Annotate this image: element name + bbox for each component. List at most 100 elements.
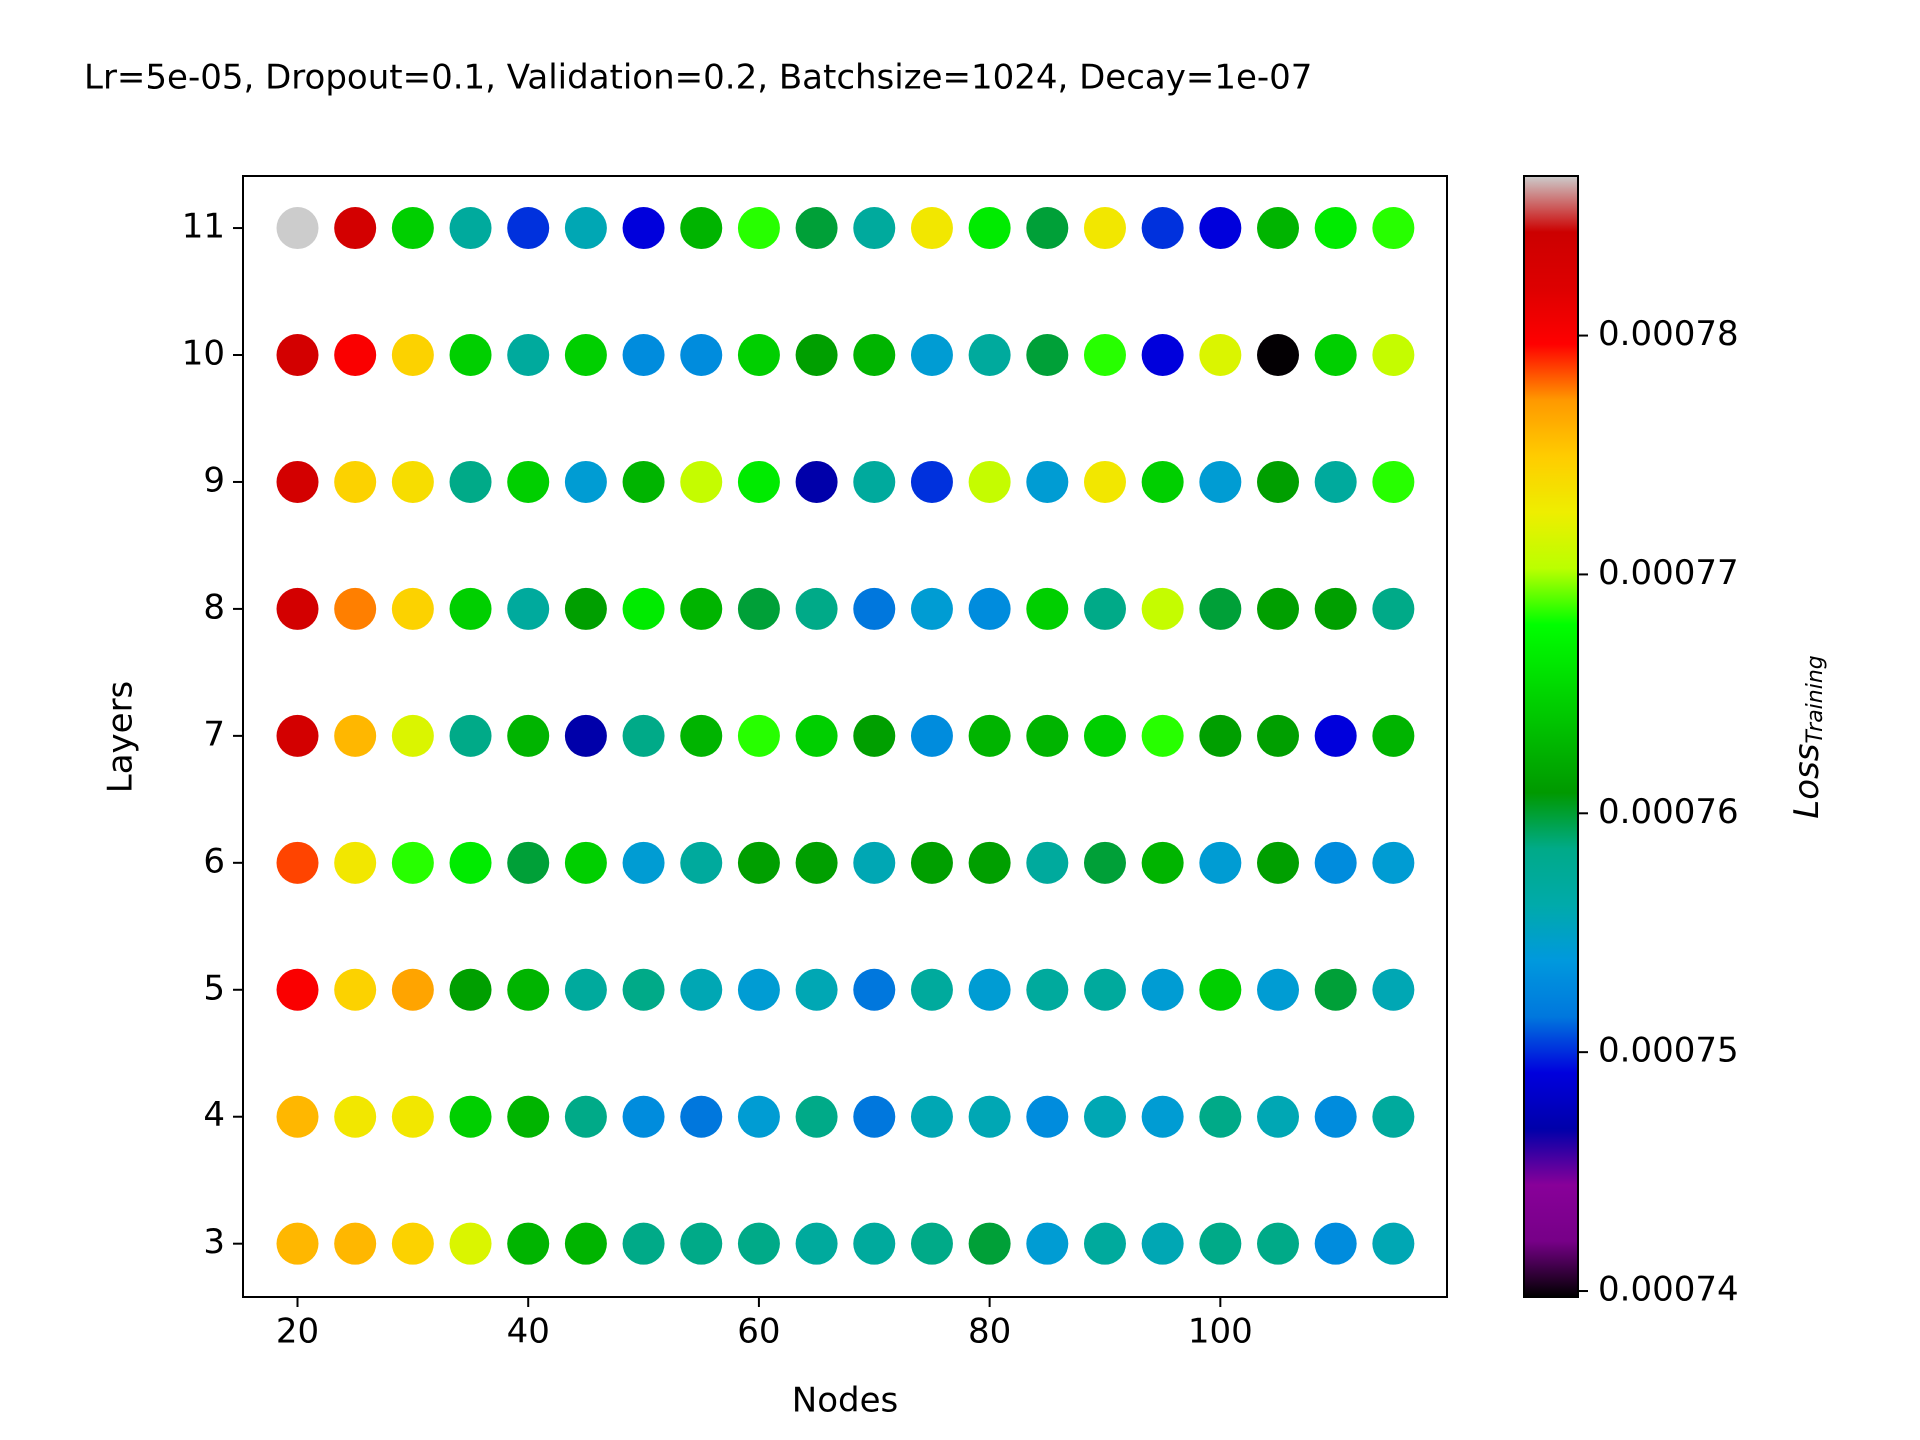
point — [449, 714, 492, 757]
y-tick-label: 3 — [203, 1222, 225, 1262]
y-tick-label: 5 — [203, 968, 225, 1008]
point — [795, 207, 838, 250]
point — [737, 714, 780, 757]
point — [853, 714, 896, 757]
point — [449, 1222, 492, 1265]
point — [1026, 587, 1069, 630]
point — [795, 587, 838, 630]
point — [276, 460, 319, 503]
point — [1257, 968, 1300, 1011]
point — [1141, 1095, 1184, 1138]
point — [334, 841, 377, 884]
point — [1372, 207, 1415, 250]
point — [1199, 841, 1242, 884]
colorbar-tick-label: 0.00074 — [1598, 1270, 1739, 1310]
point — [1314, 334, 1357, 377]
point — [1372, 460, 1415, 503]
point — [449, 460, 492, 503]
point — [507, 714, 550, 757]
point — [1026, 714, 1069, 757]
point — [1083, 334, 1126, 377]
point — [1026, 968, 1069, 1011]
point — [853, 460, 896, 503]
point — [968, 841, 1011, 884]
point — [1372, 1095, 1415, 1138]
point — [564, 587, 607, 630]
point — [564, 1222, 607, 1265]
point — [1257, 587, 1300, 630]
point — [968, 334, 1011, 377]
point — [334, 1222, 377, 1265]
point — [853, 1222, 896, 1265]
point — [391, 207, 434, 250]
point — [1314, 460, 1357, 503]
point — [449, 841, 492, 884]
point — [1199, 207, 1242, 250]
point — [795, 1095, 838, 1138]
point — [449, 587, 492, 630]
point — [853, 968, 896, 1011]
point — [564, 460, 607, 503]
point — [1141, 460, 1184, 503]
point — [622, 587, 665, 630]
point — [507, 460, 550, 503]
point — [334, 1095, 377, 1138]
point — [1257, 207, 1300, 250]
point — [1141, 207, 1184, 250]
point — [622, 841, 665, 884]
point — [276, 841, 319, 884]
point — [1257, 460, 1300, 503]
point — [507, 334, 550, 377]
point — [507, 587, 550, 630]
point — [795, 460, 838, 503]
point — [622, 460, 665, 503]
point — [910, 334, 953, 377]
point — [795, 968, 838, 1011]
point — [737, 1095, 780, 1138]
point — [1199, 334, 1242, 377]
point — [1257, 841, 1300, 884]
point — [1314, 714, 1357, 757]
point — [737, 207, 780, 250]
x-tick-label: 100 — [1188, 1312, 1253, 1352]
point — [622, 968, 665, 1011]
point — [737, 587, 780, 630]
point — [1141, 714, 1184, 757]
point — [910, 841, 953, 884]
point — [1199, 460, 1242, 503]
point — [1083, 1095, 1126, 1138]
point — [276, 714, 319, 757]
point — [564, 841, 607, 884]
y-tick-label: 6 — [203, 841, 225, 881]
point — [1257, 1222, 1300, 1265]
point — [968, 587, 1011, 630]
point — [910, 587, 953, 630]
point — [853, 1095, 896, 1138]
point — [1199, 968, 1242, 1011]
point — [622, 334, 665, 377]
point — [1083, 587, 1126, 630]
point — [910, 714, 953, 757]
point — [795, 1222, 838, 1265]
point — [1314, 841, 1357, 884]
point — [737, 841, 780, 884]
point — [391, 334, 434, 377]
point — [391, 714, 434, 757]
point — [1083, 841, 1126, 884]
point — [1314, 968, 1357, 1011]
colorbar-tick-label: 0.00077 — [1598, 553, 1739, 593]
x-tick-label: 80 — [968, 1312, 1011, 1352]
y-tick-label: 9 — [203, 460, 225, 500]
point — [622, 714, 665, 757]
point — [968, 968, 1011, 1011]
point — [276, 587, 319, 630]
point — [391, 841, 434, 884]
point — [910, 968, 953, 1011]
point — [276, 1222, 319, 1265]
point — [1026, 1095, 1069, 1138]
point — [853, 334, 896, 377]
y-tick-label: 8 — [203, 587, 225, 627]
point — [391, 968, 434, 1011]
point — [795, 334, 838, 377]
point — [680, 207, 723, 250]
